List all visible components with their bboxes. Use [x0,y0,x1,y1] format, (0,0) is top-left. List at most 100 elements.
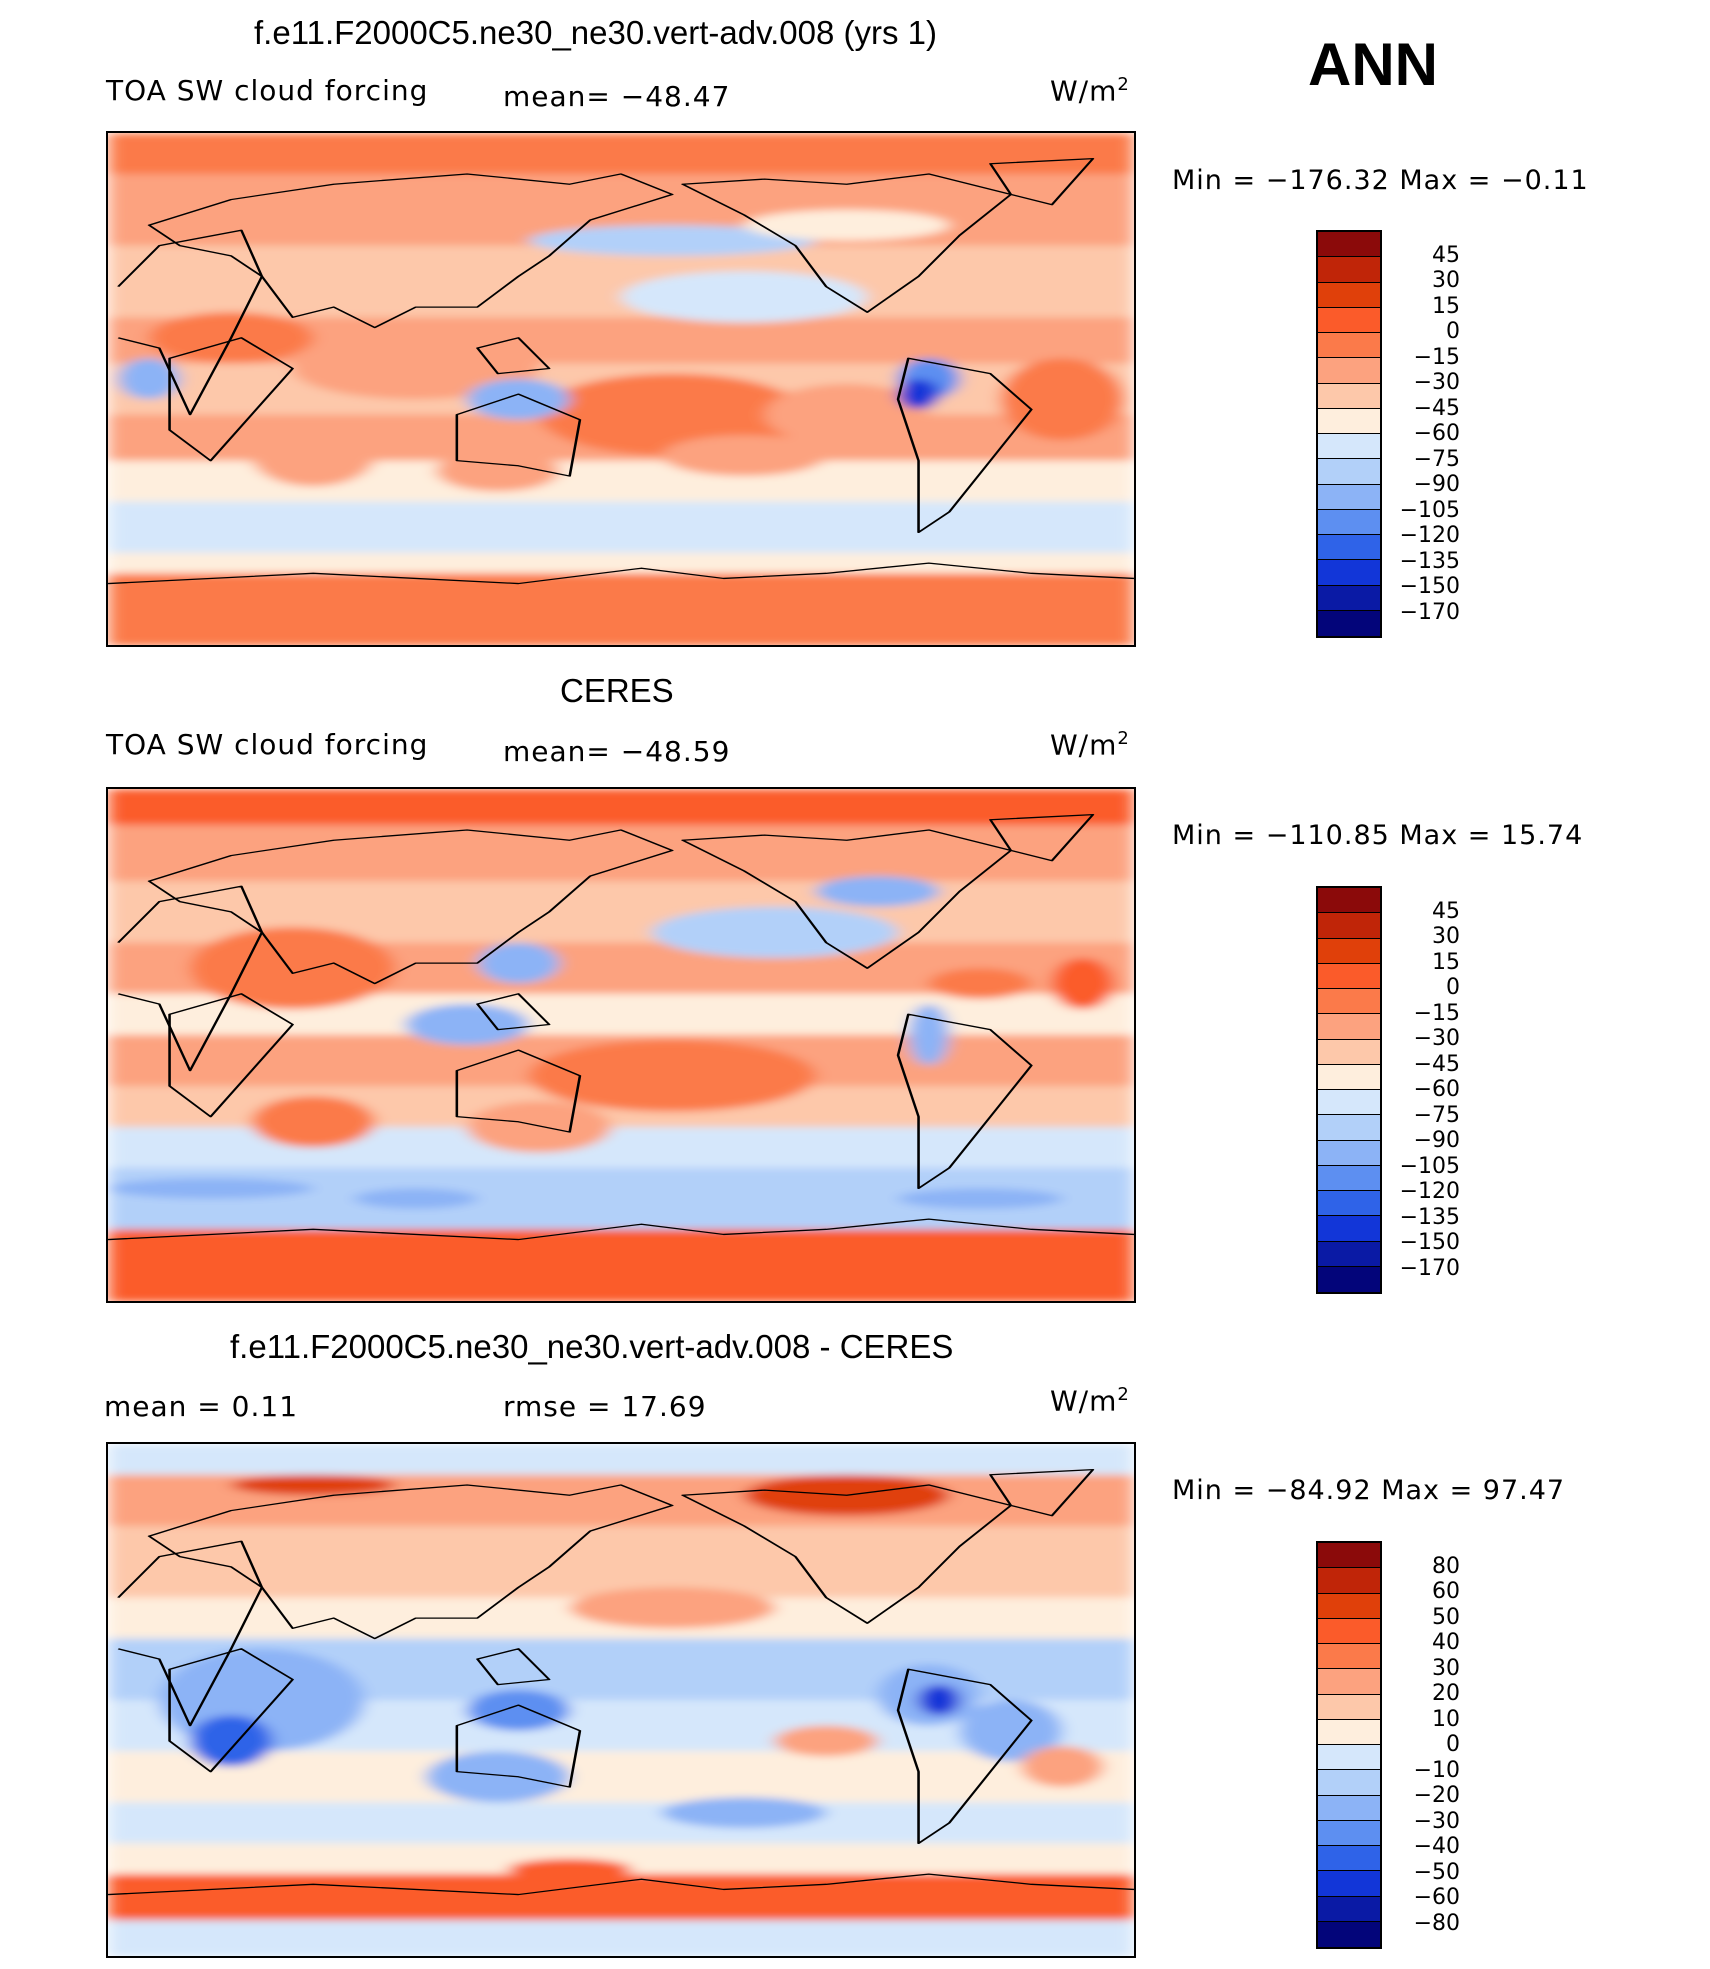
colorbar-level-label: −60 [1413,1885,1460,1910]
minmax-label: Min = −176.32 Max = −0.11 [1172,165,1589,196]
contour-region [662,1797,827,1828]
units-label: W/m2 [1050,728,1130,762]
colorbar-swatch [1318,1543,1380,1569]
colorbar-swatch [1318,938,1380,964]
colorbar-swatch [1318,333,1380,359]
coastline [476,1648,551,1686]
map-svg [108,789,1134,1301]
contour-region [508,1858,632,1880]
colorbar-level-label: −50 [1413,1859,1460,1885]
colorbar-level-label: −10 [1413,1757,1460,1783]
units-label: W/m2 [1050,74,1130,108]
colorbar-level-label: 45 [1432,242,1460,268]
contour-band [108,552,1134,575]
contour-region [231,1474,396,1496]
colorbar-labels: 45 30 15 0 −15 −30 −45 −60 −75 −90 −105 −120 −135 −15… [1382,886,1460,1294]
colorbar-level-label: −170 [1399,599,1460,625]
contour-band [108,501,1134,554]
colorbar-level-label: 45 [1432,898,1460,924]
mean-label: mean= −48.59 [503,735,731,768]
colorbar [1316,886,1382,1294]
contour-region [538,373,806,456]
season-label: ANN [1308,31,1438,98]
colorbar-swatch [1318,1770,1380,1796]
colorbar-swatch [1318,585,1380,611]
units-label: W/m2 [1050,1384,1130,1418]
colorbar-level-label: −75 [1413,1102,1460,1128]
contour-region [662,435,827,477]
coastline [455,1049,582,1133]
colorbar-level-label: 60 [1432,1579,1460,1604]
colorbar-level-label: −135 [1399,548,1460,574]
contour-map [106,1442,1136,1958]
contour-region [528,1039,816,1112]
colorbar-level-label: 30 [1432,1655,1460,1681]
panel-title: CERES [560,672,674,709]
coastline [108,1218,1134,1241]
colorbar-swatch [1318,358,1380,384]
colorbar-level-label: 15 [1432,949,1460,975]
coastline [147,173,674,329]
contour-region [1051,957,1114,1010]
coastline [681,173,1013,313]
contour-region [764,383,929,446]
colorbar-swatch [1318,509,1380,535]
colorbar-swatch [1318,1266,1380,1292]
colorbar-level-label: 0 [1446,975,1460,1000]
coastline [147,1484,674,1640]
colorbar-level-label: 50 [1432,1604,1460,1630]
contour-region [774,1725,878,1757]
colorbar-level-label: 30 [1432,924,1460,949]
colorbar-level-label: 30 [1432,268,1460,293]
contour-region [898,1188,1063,1209]
minmax-label: Min = −84.92 Max = 97.47 [1172,1475,1566,1506]
colorbar-level-label: −150 [1399,574,1460,599]
colorbar-level-label: −60 [1413,1077,1460,1102]
colorbar-labels: 45 30 15 0 −15 −30 −45 −60 −75 −90 −105 −120 −135 −15… [1382,230,1460,638]
coastline [117,885,264,1072]
colorbar-swatch [1318,1896,1380,1922]
coastline [168,993,294,1118]
colorbar-level-label: −80 [1413,1910,1460,1936]
colorbar-swatch [1318,1745,1380,1771]
contour-region [528,225,816,256]
coastline [896,357,1033,533]
colorbar-swatch [1318,1846,1380,1872]
colorbar-level-label: 80 [1432,1553,1460,1579]
contour-region [354,1188,478,1209]
coastline [896,1668,1033,1845]
contour-region [928,968,1032,999]
colorbar-swatch [1318,1618,1380,1644]
contour-region [467,378,570,420]
contour-region [651,906,899,958]
colorbar-swatch [1318,1014,1380,1040]
colorbar-swatch [1318,1795,1380,1821]
colorbar-swatch [1318,963,1380,989]
colorbar-swatch [1318,484,1380,510]
coastline [147,829,674,985]
contour-region [898,378,940,410]
colorbar-swatch [1318,282,1380,308]
contour-band [108,824,1134,883]
coastline [896,1013,1033,1190]
colorbar-level-label: 0 [1446,319,1460,344]
contour-region [621,271,868,323]
colorbar-level-label: 20 [1432,1681,1460,1706]
contour-region [1021,1746,1104,1788]
contour-band [108,1751,1134,1804]
colorbar-level-label: −45 [1413,1051,1460,1077]
colorbar-swatch [1318,1694,1380,1720]
colorbar-swatch [1318,989,1380,1015]
minmax-label: Min = −110.85 Max = 15.74 [1172,820,1584,851]
colorbar-swatch [1318,1644,1380,1670]
contour-region [108,1178,314,1199]
panel-title: f.e11.F2000C5.ne30_ne30.vert-adv.008 - C… [230,1328,954,1365]
colorbar [1316,230,1382,638]
colorbar-swatch [1318,1165,1380,1191]
contour-region [1000,358,1124,441]
colorbar-swatch [1318,1871,1380,1897]
contour-region [292,337,539,400]
colorbar-swatch [1318,257,1380,283]
colorbar-swatch [1318,1719,1380,1745]
colorbar-level-label: −45 [1413,395,1460,421]
